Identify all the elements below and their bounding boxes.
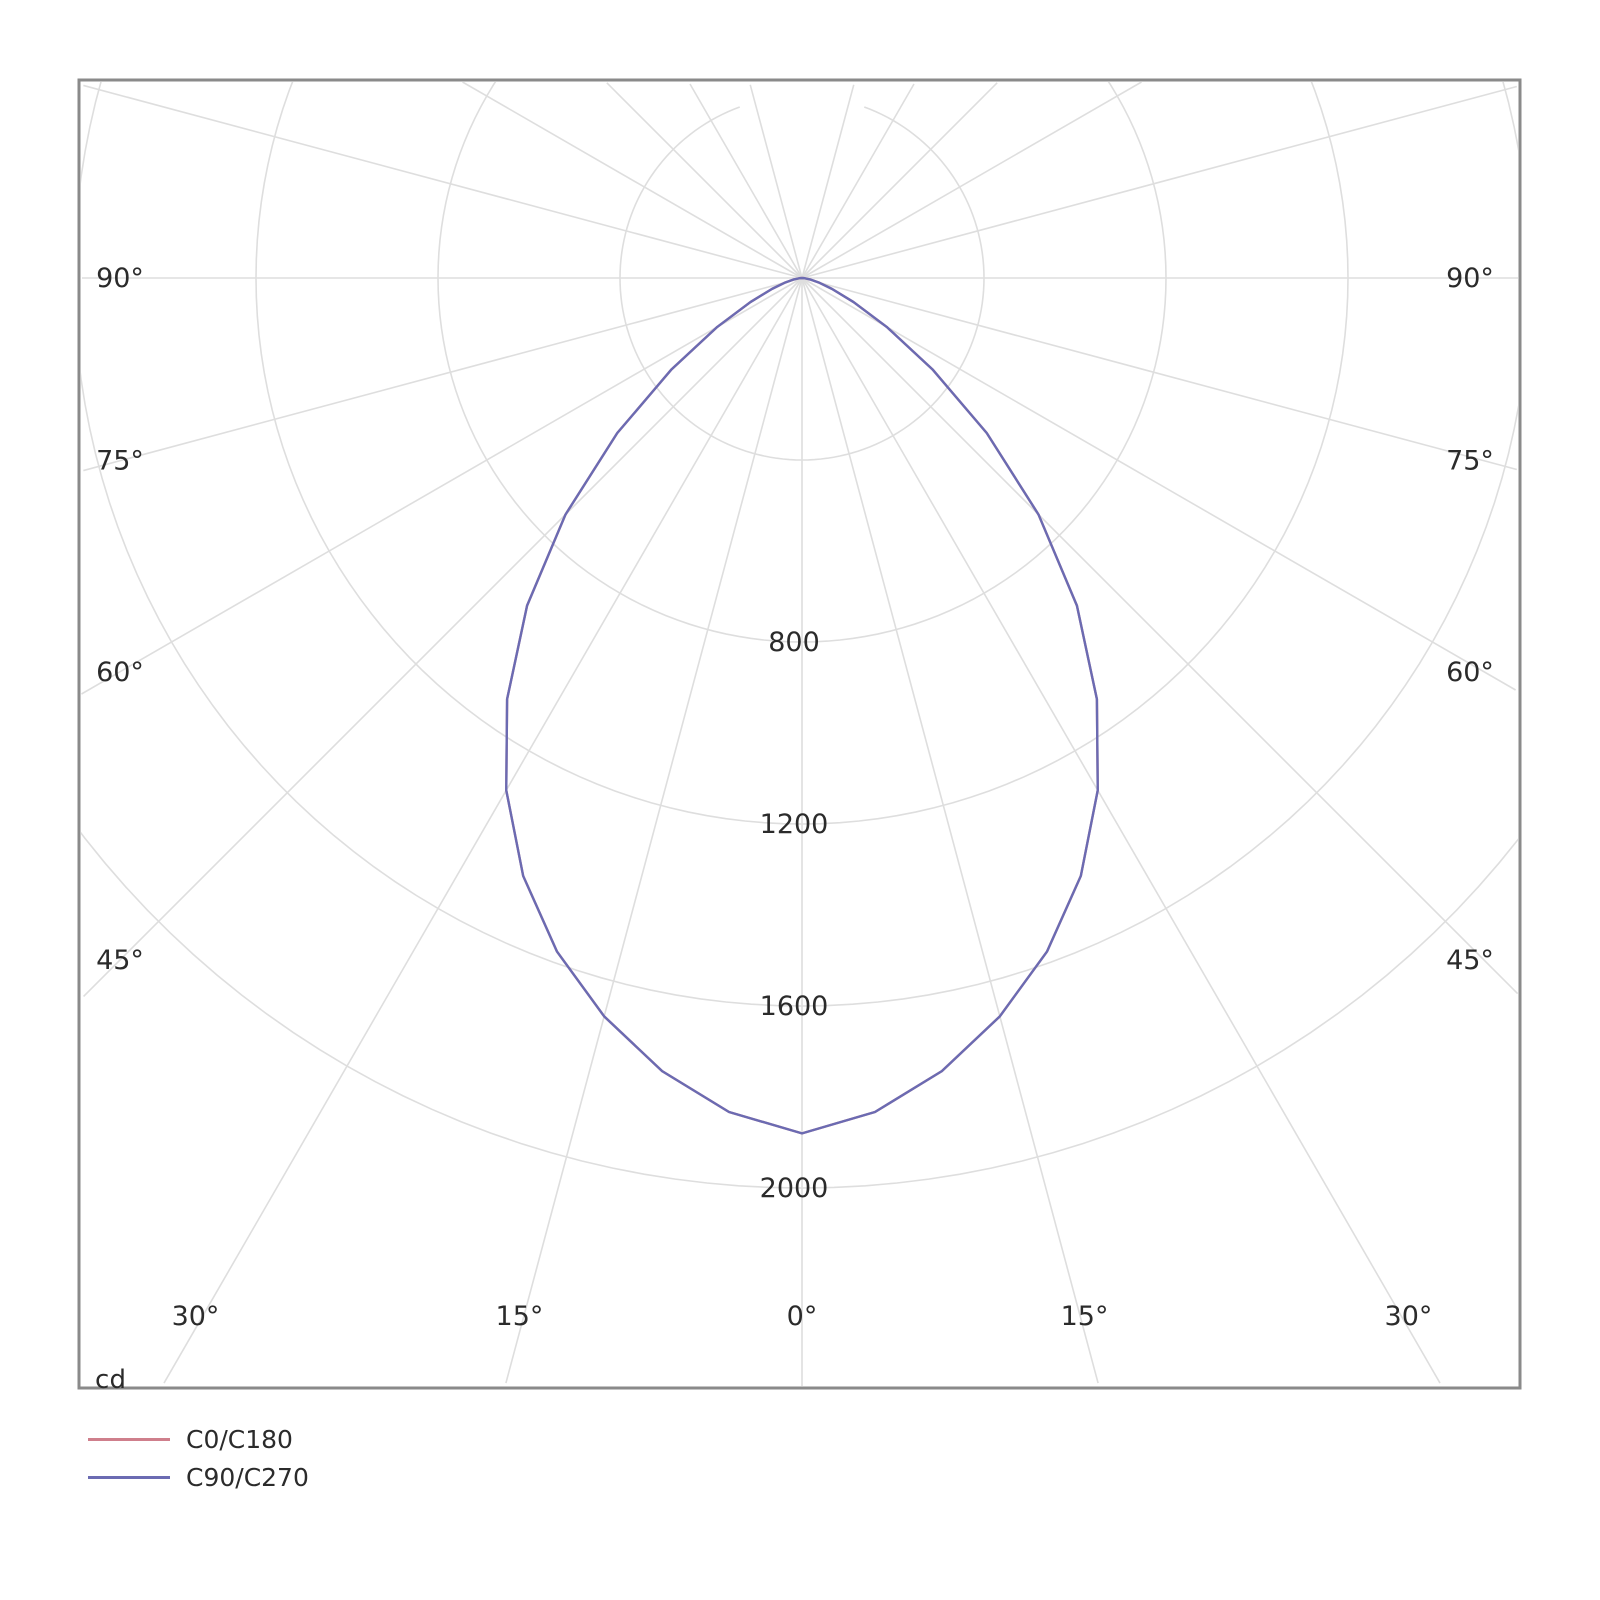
grid-spoke <box>801 83 915 279</box>
grid-spoke <box>462 82 803 279</box>
chart-legend: C0/C180 C90/C270 <box>88 1425 309 1492</box>
angular-tick-label-left: 90° <box>96 263 144 294</box>
angular-tick-label-bottom: 0° <box>787 1301 818 1332</box>
grid-spoke <box>81 277 803 695</box>
grid-spoke <box>801 84 855 279</box>
grid-ring <box>619 106 985 461</box>
grid-spoke <box>606 82 803 279</box>
radial-tick-label: 800 <box>768 627 820 658</box>
grid-ring <box>81 831 1518 1189</box>
angular-tick-label-bottom: 15° <box>496 1301 544 1332</box>
series-curve <box>505 276 1099 1135</box>
legend-item-c0-c180: C0/C180 <box>88 1425 309 1454</box>
grid-ring <box>81 82 102 184</box>
unit-label: cd <box>95 1365 127 1395</box>
angular-tick-label-left: 45° <box>96 945 144 976</box>
grid-spoke <box>749 84 803 279</box>
grid-spoke <box>163 277 803 1384</box>
angular-tick-label-bottom: 30° <box>1385 1301 1433 1332</box>
grid-spoke <box>801 85 1517 279</box>
grid-spoke <box>83 277 803 997</box>
grid-spoke <box>801 82 998 279</box>
grid-spoke <box>801 277 1517 471</box>
grid-spoke <box>689 83 803 279</box>
grid-ring <box>437 82 497 279</box>
radial-tick-label: 2000 <box>760 1173 829 1204</box>
series-layer <box>505 276 1099 1135</box>
grid-ring <box>437 82 1167 643</box>
radial-tick-label: 1600 <box>760 991 829 1022</box>
grid-ring <box>255 82 1349 825</box>
grid-spoke <box>505 277 803 1384</box>
grid-spoke <box>83 277 803 472</box>
angular-tick-labels: 30° 15° 0° 15° 30° 90° 90° 75° 75° 60° 60° 45° 45° <box>96 263 1494 1332</box>
radial-tick-label: 1200 <box>760 809 829 840</box>
legend-item-c90-c270: C90/C270 <box>88 1463 309 1492</box>
legend-label-c0-c180: C0/C180 <box>186 1424 293 1454</box>
grid-ring <box>81 82 1518 1007</box>
grid-rings <box>81 82 1518 1189</box>
angular-tick-label-right: 45° <box>1446 945 1494 976</box>
legend-swatch-c0-c180 <box>88 1437 170 1441</box>
grid-spoke <box>801 277 1518 995</box>
radial-tick-labels: 800 1200 1600 2000 <box>760 627 829 1204</box>
grid-spoke <box>801 277 1441 1384</box>
grid-ring <box>619 106 741 279</box>
grid-spoke <box>801 82 1142 279</box>
angular-tick-label-bottom: 15° <box>1061 1301 1109 1332</box>
grid-spokes <box>81 82 1518 1386</box>
angular-tick-label-right: 90° <box>1446 263 1494 294</box>
angular-tick-label-bottom: 30° <box>172 1301 220 1332</box>
grid-spoke <box>83 84 803 279</box>
plot-frame <box>77 78 1522 1390</box>
legend-label-c90-c270: C90/C270 <box>186 1462 309 1492</box>
grid-ring <box>255 82 294 279</box>
legend-swatch-c90-c270 <box>88 1475 170 1479</box>
angular-tick-label-left: 60° <box>96 657 144 688</box>
angular-tick-label-right: 60° <box>1446 657 1494 688</box>
angular-tick-label-left: 75° <box>96 446 144 477</box>
grid-spoke <box>801 277 1099 1384</box>
grid-spoke <box>801 277 1516 691</box>
angular-tick-label-right: 75° <box>1446 446 1494 477</box>
